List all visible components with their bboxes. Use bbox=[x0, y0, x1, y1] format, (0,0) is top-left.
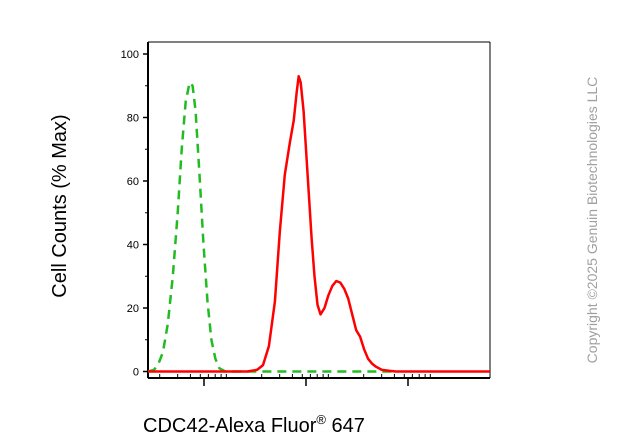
series-layer bbox=[147, 74, 490, 373]
y-tick-label-40: 40 bbox=[127, 240, 139, 252]
y-tick-label-100: 100 bbox=[121, 49, 139, 61]
y-tick-label-0: 0 bbox=[133, 367, 139, 379]
x-axis-ticks bbox=[159, 374, 431, 386]
y-tick-label-60: 60 bbox=[127, 176, 139, 188]
y-tick-label-80: 80 bbox=[127, 113, 139, 125]
y-axis-ticks: 0 20 40 60 80 100 bbox=[121, 49, 148, 379]
x-axis-label: CDC42-Alexa Fluor® 647 bbox=[143, 412, 365, 437]
y-axis-label: Cell Counts (% Max) bbox=[49, 114, 71, 297]
control-histogram-line bbox=[147, 81, 396, 373]
plot-frame bbox=[147, 41, 491, 379]
x-axis-label-main: CDC42-Alexa Fluor bbox=[143, 415, 317, 437]
x-axis-label-registered: ® bbox=[316, 412, 326, 427]
y-tick-label-20: 20 bbox=[127, 303, 139, 315]
x-axis-label-suffix: 647 bbox=[326, 415, 365, 437]
copyright-watermark: Copyright ©2025 Genuin Biotechnologies L… bbox=[584, 77, 600, 364]
sample-histogram-line bbox=[148, 74, 490, 373]
